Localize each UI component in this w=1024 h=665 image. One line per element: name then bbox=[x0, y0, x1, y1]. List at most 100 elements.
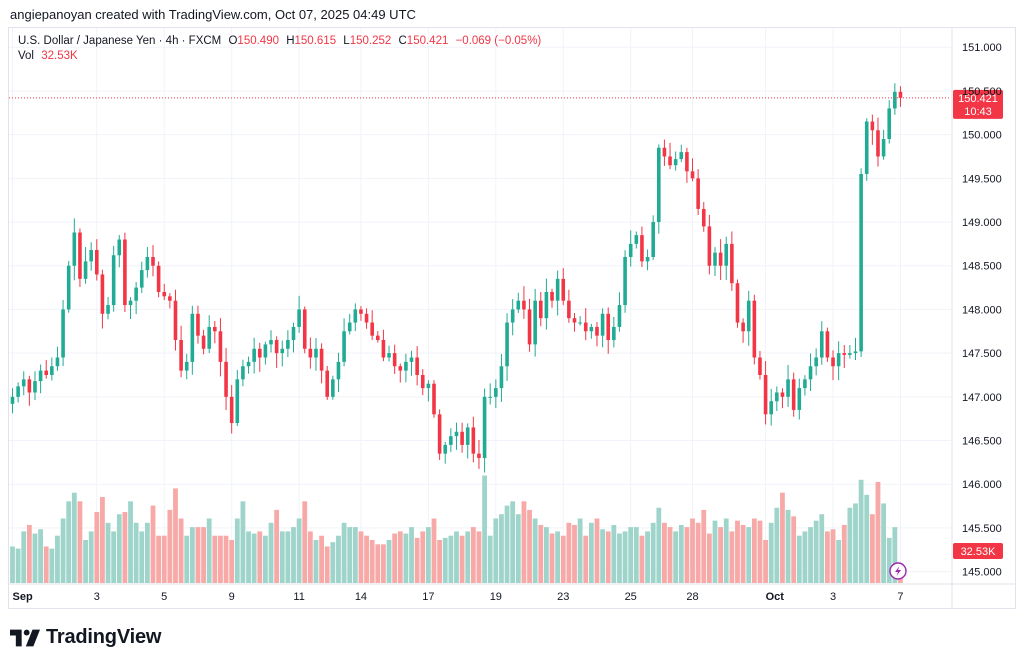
volume-bar bbox=[167, 509, 173, 583]
candle-body bbox=[156, 265, 161, 292]
legend-change: −0.069 (−0.05%) bbox=[455, 35, 542, 47]
volume-bar bbox=[532, 518, 538, 583]
volume-bar bbox=[622, 531, 628, 583]
legend-vol-label[interactable]: Vol bbox=[18, 50, 34, 62]
volume-bar bbox=[375, 544, 381, 583]
volume-bar bbox=[605, 531, 611, 583]
candle-body bbox=[257, 348, 262, 358]
volume-bar bbox=[588, 522, 594, 583]
last-price-badge bbox=[953, 89, 1003, 119]
x-tick-label: 25 bbox=[625, 591, 637, 603]
candle-body bbox=[589, 326, 594, 332]
candle-body bbox=[72, 232, 77, 266]
candle-body bbox=[657, 147, 661, 223]
candle-body bbox=[578, 322, 582, 324]
volume-bar bbox=[740, 524, 746, 583]
volume-bar bbox=[566, 522, 572, 583]
volume-bar bbox=[21, 531, 27, 583]
candle-body bbox=[123, 239, 127, 306]
candle-body bbox=[606, 313, 611, 341]
volume-bar bbox=[246, 531, 251, 583]
x-tick-label: 9 bbox=[229, 591, 235, 603]
volume-bar bbox=[527, 509, 532, 583]
candle-body bbox=[791, 379, 796, 410]
volume-bar bbox=[549, 533, 555, 583]
volume-bar bbox=[369, 540, 375, 583]
candle-body bbox=[893, 91, 897, 109]
volume-bar bbox=[122, 512, 128, 583]
x-tick-label: Sep bbox=[13, 591, 33, 603]
volume-bar bbox=[617, 533, 622, 583]
volume-bar bbox=[49, 548, 55, 583]
volume-bar bbox=[735, 520, 740, 583]
volume-bar bbox=[420, 531, 426, 583]
x-tick-label: 5 bbox=[161, 591, 167, 603]
candle-body bbox=[780, 392, 785, 397]
chart-frame bbox=[8, 27, 1016, 609]
x-tick-label: 7 bbox=[897, 591, 903, 603]
candle-body bbox=[825, 331, 830, 358]
candle-body bbox=[218, 331, 223, 362]
candle-body bbox=[555, 278, 560, 301]
candle-body bbox=[628, 243, 633, 257]
candle-body bbox=[803, 379, 807, 389]
legend-symbol[interactable]: U.S. Dollar / Japanese Yen · 4h · FXCM bbox=[18, 35, 222, 47]
volume-bar bbox=[234, 518, 240, 583]
candle-body bbox=[836, 353, 841, 367]
tradingview-logo[interactable]: TradingView bbox=[10, 626, 161, 649]
candlestick-series bbox=[10, 83, 903, 473]
candle-body bbox=[437, 414, 442, 454]
candle-body bbox=[819, 331, 824, 358]
volume-bar bbox=[813, 520, 819, 583]
volume-bar bbox=[796, 535, 802, 583]
candle-body bbox=[201, 335, 206, 349]
x-tick-label: 23 bbox=[557, 591, 569, 603]
candle-body bbox=[286, 340, 290, 349]
volume-bar bbox=[656, 507, 662, 583]
volume-badge bbox=[953, 543, 1003, 559]
candle-body bbox=[651, 222, 655, 257]
candle-body bbox=[50, 366, 54, 375]
candle-body bbox=[432, 383, 436, 415]
volume-bar bbox=[690, 518, 695, 583]
candle-body bbox=[325, 370, 330, 397]
volume-bar bbox=[729, 531, 735, 583]
candle-body bbox=[612, 326, 616, 341]
volume-bar bbox=[184, 535, 190, 583]
candle-body bbox=[387, 353, 391, 358]
volume-bar bbox=[819, 514, 825, 583]
volume-bar bbox=[60, 518, 66, 583]
candle-body bbox=[297, 309, 301, 327]
grid-lines bbox=[9, 28, 951, 583]
candle-body bbox=[595, 326, 599, 336]
candle-body bbox=[128, 300, 133, 306]
candle-body bbox=[864, 121, 869, 174]
candle-body bbox=[274, 340, 279, 354]
volume-bar bbox=[611, 524, 617, 583]
candle-body bbox=[21, 379, 26, 387]
legend-close: 150.421 bbox=[406, 35, 449, 47]
volume-bar bbox=[251, 533, 257, 583]
volume-bar bbox=[678, 524, 684, 583]
candle-body bbox=[38, 370, 43, 382]
volume-bar bbox=[459, 535, 465, 583]
candle-body bbox=[111, 255, 116, 306]
candle-body bbox=[353, 309, 358, 323]
volume-bar bbox=[544, 527, 549, 583]
volume-bar bbox=[515, 514, 521, 583]
volume-bar bbox=[577, 518, 583, 583]
candle-body bbox=[600, 313, 605, 336]
volume-bar bbox=[88, 531, 94, 583]
candle-body bbox=[550, 291, 554, 301]
candle-body bbox=[229, 396, 234, 424]
candle-body bbox=[640, 235, 644, 262]
candle-body bbox=[376, 335, 380, 341]
candle-body bbox=[538, 300, 543, 319]
volume-bar bbox=[633, 527, 639, 583]
candle-body bbox=[831, 357, 835, 367]
volume-bar bbox=[521, 501, 527, 583]
volume-bar bbox=[223, 535, 229, 583]
candle-body bbox=[331, 379, 335, 397]
volume-bar bbox=[206, 518, 212, 583]
